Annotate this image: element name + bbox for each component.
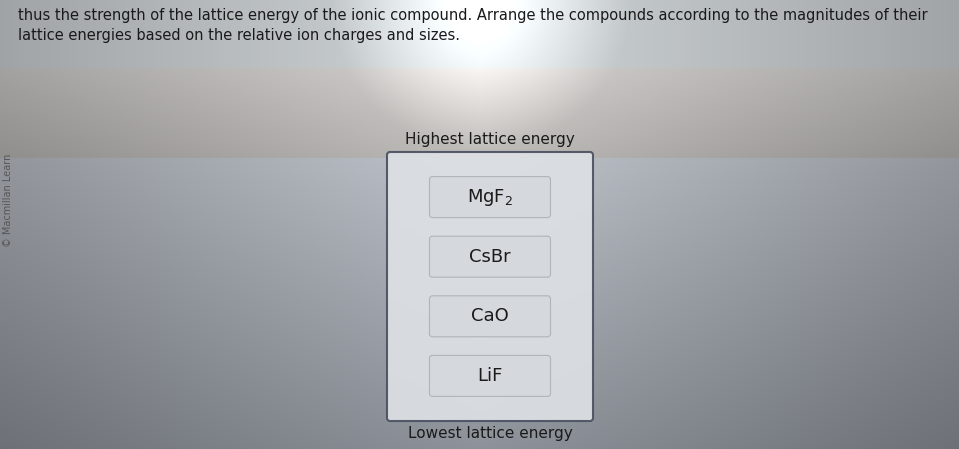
FancyBboxPatch shape — [430, 176, 550, 218]
Text: thus the strength of the lattice energy of the ionic compound. Arrange the compo: thus the strength of the lattice energy … — [18, 8, 927, 23]
FancyBboxPatch shape — [430, 296, 550, 337]
Text: Highest lattice energy: Highest lattice energy — [405, 132, 574, 147]
Text: LiF: LiF — [478, 367, 503, 385]
FancyBboxPatch shape — [387, 152, 593, 421]
FancyBboxPatch shape — [430, 236, 550, 277]
Text: CsBr: CsBr — [469, 248, 511, 266]
Text: © Macmillan Learn: © Macmillan Learn — [3, 153, 13, 247]
FancyBboxPatch shape — [430, 356, 550, 396]
Text: Lowest lattice energy: Lowest lattice energy — [408, 426, 573, 441]
Text: CaO: CaO — [471, 307, 509, 325]
Text: MgF$_2$: MgF$_2$ — [467, 187, 513, 207]
Text: lattice energies based on the relative ion charges and sizes.: lattice energies based on the relative i… — [18, 28, 460, 43]
